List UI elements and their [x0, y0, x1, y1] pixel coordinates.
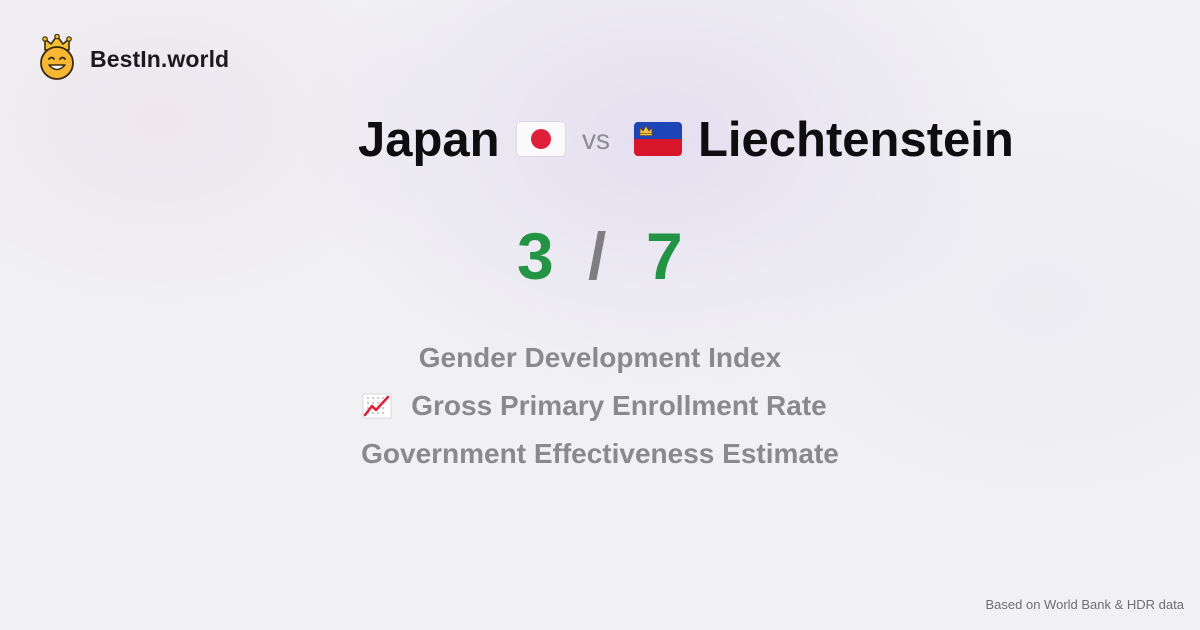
liechtenstein-crown-icon — [639, 125, 653, 136]
score-left: 3 — [517, 219, 554, 293]
japan-flag-disc — [531, 129, 551, 149]
metric-label: Gender Development Index — [418, 342, 782, 373]
crowned-smiley-icon — [40, 34, 74, 80]
country-right-name: Liechtenstein — [698, 113, 1014, 167]
metric-item: Government Effectiveness Estimate — [0, 432, 1200, 476]
brand-name: BestIn.world — [90, 45, 230, 72]
metric-item: Gender Development Index — [0, 336, 1200, 380]
comparison-title: Japan vs Liechtenstein — [0, 110, 1200, 170]
metric-item: Gross Primary Enrollment Rate — [0, 384, 1200, 428]
metric-label: Government Effectiveness Estimate — [361, 438, 839, 469]
vs-label: vs — [582, 124, 610, 155]
liechtenstein-flag-red-band — [634, 139, 682, 156]
chart-increasing-icon — [362, 393, 392, 419]
japan-flag-icon — [517, 122, 565, 156]
country-left-name: Japan — [358, 113, 500, 167]
score: 3 / 7 — [0, 220, 1200, 292]
liechtenstein-flag-icon — [634, 122, 682, 156]
data-source-note: Based on World Bank & HDR data — [985, 597, 1184, 612]
score-separator: / — [588, 219, 607, 293]
score-right: 7 — [646, 219, 683, 293]
brand[interactable]: BestIn.world — [38, 34, 229, 80]
metric-label: Gross Primary Enrollment Rate — [411, 390, 827, 421]
